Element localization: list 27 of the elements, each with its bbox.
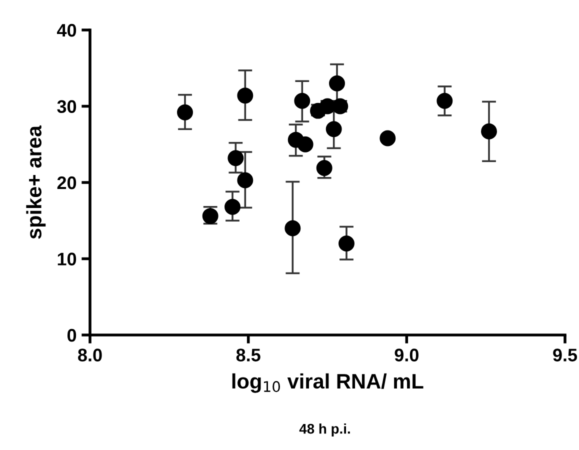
point — [326, 121, 342, 138]
x-tick-label: 9.0 — [394, 348, 418, 362]
point — [237, 88, 254, 104]
point — [338, 236, 354, 252]
point — [329, 75, 345, 92]
y-axis-title: spike+ area — [26, 125, 46, 239]
point — [380, 130, 396, 146]
x-tick-label: 8.0 — [78, 348, 102, 362]
point — [177, 104, 193, 120]
point — [297, 136, 314, 152]
text: 48 h p.i. — [299, 424, 350, 436]
x-axis-title: log$_{10}$ viral RNA/ mL — [232, 373, 424, 393]
point — [316, 160, 332, 176]
point — [294, 92, 310, 109]
y-tick-label: 0 — [67, 328, 76, 342]
point — [228, 150, 244, 166]
y-tick-label: 40 — [57, 24, 76, 37]
y-tick-label: 10 — [58, 252, 76, 266]
point — [284, 220, 301, 236]
x-tick-label: 8.5 — [236, 348, 260, 362]
y-tick-label: 20 — [57, 176, 76, 190]
point — [237, 172, 254, 188]
point — [224, 198, 240, 215]
y-tick-label: 30 — [57, 100, 76, 113]
x-tick-label: 9.5 — [553, 348, 578, 362]
point — [481, 123, 497, 140]
point — [436, 92, 453, 109]
